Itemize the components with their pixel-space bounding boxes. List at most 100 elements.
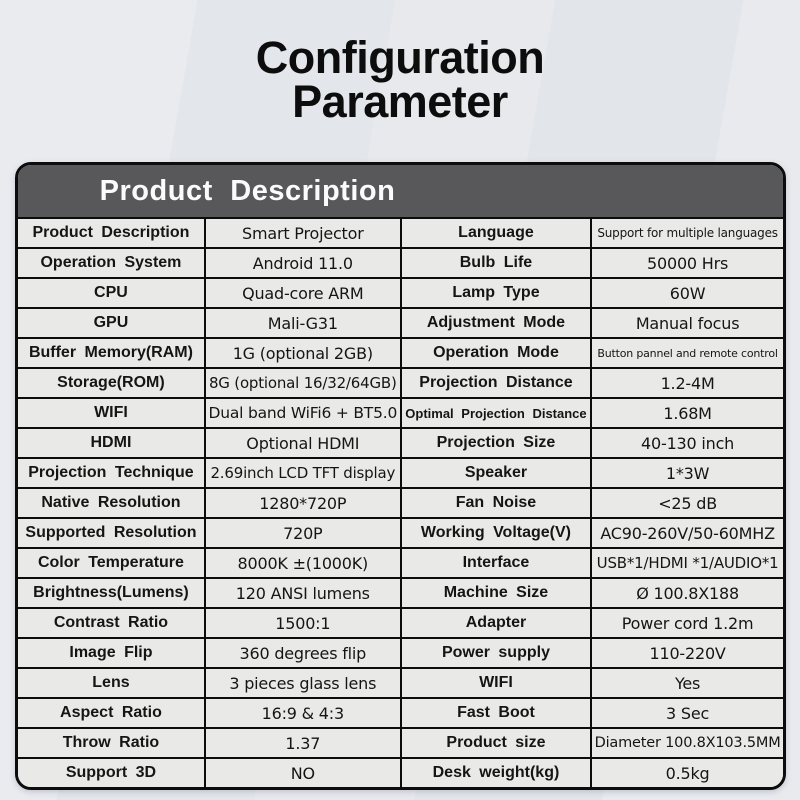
cell-text: 1500:1 (275, 613, 331, 633)
label-cell: Throw Ratio (18, 729, 204, 757)
table-row: Contrast Ratio 1500:1 Adapter Power cord 1.… (18, 607, 783, 637)
label-cell: Product Description (18, 219, 204, 247)
label-cell: HDMI (18, 429, 204, 457)
cell-text: Product size (446, 734, 546, 751)
value-cell: Support for multiple languages (590, 219, 783, 247)
cell-text: Ø 100.8X188 (636, 583, 739, 603)
cell-text: 110-220V (649, 643, 726, 663)
value-cell: 40-130 inch (590, 429, 783, 457)
label-cell: Supported Resolution (18, 519, 204, 547)
cell-text: Diameter 100.8X103.5MM (594, 735, 781, 751)
cell-text: Buffer Memory(RAM) (28, 344, 193, 361)
label-cell: Aspect Ratio (18, 699, 204, 727)
value-cell: AC90-260V/50-60MHZ (590, 519, 783, 547)
label-cell: Optimal Projection Distance (399, 399, 591, 427)
cell-text: Power supply (441, 644, 550, 661)
cell-text: Power cord 1.2m (621, 613, 754, 633)
value-cell: Android 11.0 (203, 249, 400, 277)
cell-text: Speaker (464, 464, 528, 481)
table-row: Color Temperature 8000K ±(1000K) Interface… (18, 547, 783, 577)
cell-text: AC90-260V/50-60MHZ (600, 523, 775, 543)
cell-text: Contrast Ratio (53, 614, 169, 631)
label-cell: CPU (18, 279, 204, 307)
label-cell: Fan Noise (399, 489, 591, 517)
label-cell: Lamp Type (399, 279, 591, 307)
cell-text: Support for multiple languages (597, 226, 778, 240)
value-cell: 1.2-4M (590, 369, 783, 397)
label-cell: GPU (18, 309, 204, 337)
label-cell: Lens (18, 669, 204, 697)
cell-text: CPU (94, 284, 128, 301)
label-cell: Working Voltage(V) (399, 519, 591, 547)
value-cell: 720P (203, 519, 400, 547)
label-cell: Product size (399, 729, 591, 757)
label-cell: Language (399, 219, 591, 247)
value-cell: 0.5kg (590, 759, 783, 787)
table-row: Support 3D NO Desk weight(kg) 0.5kg (18, 757, 783, 787)
cell-text: Machine Size (443, 584, 549, 601)
cell-text: 16:9 & 4:3 (261, 703, 345, 723)
cell-text: 8G (optional 16/32/64GB) (208, 374, 397, 392)
cell-text: Button pannel and remote control (597, 346, 778, 360)
value-cell: <25 dB (590, 489, 783, 517)
label-cell: Buffer Memory(RAM) (18, 339, 204, 367)
table-header-title: Product Description (99, 174, 396, 207)
cell-text: Fan Noise (455, 494, 537, 511)
table-row: Brightness(Lumens) 120 ANSI lumens Machine… (18, 577, 783, 607)
cell-text: Storage(ROM) (57, 374, 165, 391)
cell-text: 1G (optional 2GB) (232, 343, 373, 363)
label-cell: Image Flip (18, 639, 204, 667)
cell-text: 1.37 (285, 733, 321, 753)
value-cell: Optional HDMI (203, 429, 400, 457)
value-cell: Dual band WiFi6 + BT5.0 (203, 399, 400, 427)
label-cell: Speaker (399, 459, 591, 487)
value-cell: 2.69inch LCD TFT display (203, 459, 400, 487)
cell-text: Optimal Projection Distance (405, 405, 587, 421)
label-cell: Color Temperature (18, 549, 204, 577)
value-cell: 1*3W (590, 459, 783, 487)
label-cell: Brightness(Lumens) (18, 579, 204, 607)
table-row: Product Description Smart Projector Langua… (18, 217, 783, 247)
value-cell: 120 ANSI lumens (203, 579, 400, 607)
label-cell: Interface (399, 549, 591, 577)
table-row: GPU Mali-G31 Adjustment Mode Manual focus (18, 307, 783, 337)
label-cell: Native Resolution (18, 489, 204, 517)
cell-text: Image Flip (69, 644, 153, 661)
table-row: Storage(ROM) 8G (optional 16/32/64GB) Proj… (18, 367, 783, 397)
cell-text: GPU (93, 314, 129, 331)
value-cell: NO (203, 759, 400, 787)
cell-text: Optional HDMI (246, 433, 360, 453)
cell-text: Interface (462, 554, 530, 571)
cell-text: Adjustment Mode (426, 314, 566, 331)
label-cell: WIFI (18, 399, 204, 427)
value-cell: Power cord 1.2m (590, 609, 783, 637)
value-cell: 1.37 (203, 729, 400, 757)
cell-text: Language (458, 224, 534, 241)
value-cell: 16:9 & 4:3 (203, 699, 400, 727)
cell-text: Operation System (40, 254, 182, 271)
cell-text: Brightness(Lumens) (33, 584, 189, 601)
cell-text: Mali-G31 (267, 313, 338, 333)
cell-text: Android 11.0 (252, 253, 353, 273)
cell-text: Smart Projector (242, 223, 364, 243)
cell-text: Product Description (32, 224, 190, 241)
page-title: Configuration Parameter (0, 35, 800, 124)
table-header: Product Description (18, 165, 783, 217)
cell-text: <25 dB (658, 493, 717, 513)
cell-text: Supported Resolution (25, 524, 197, 541)
cell-text: 360 degrees flip (239, 643, 367, 663)
cell-text: Bulb Life (459, 254, 533, 271)
table-row: CPU Quad-core ARM Lamp Type 60W (18, 277, 783, 307)
table-row: Native Resolution 1280*720P Fan Noise <25 d… (18, 487, 783, 517)
value-cell: 8000K ±(1000K) (203, 549, 400, 577)
cell-text: Operation Mode (433, 344, 559, 361)
label-cell: Operation System (18, 249, 204, 277)
label-cell: Storage(ROM) (18, 369, 204, 397)
table-row: Throw Ratio 1.37 Product size Diameter 100.… (18, 727, 783, 757)
cell-text: Adapter (465, 614, 527, 631)
value-cell: 1280*720P (203, 489, 400, 517)
value-cell: Smart Projector (203, 219, 400, 247)
cell-text: Aspect Ratio (60, 704, 162, 721)
cell-text: USB*1/HDMI *1/AUDIO*1 (596, 554, 779, 572)
cell-text: WIFI (479, 674, 513, 691)
